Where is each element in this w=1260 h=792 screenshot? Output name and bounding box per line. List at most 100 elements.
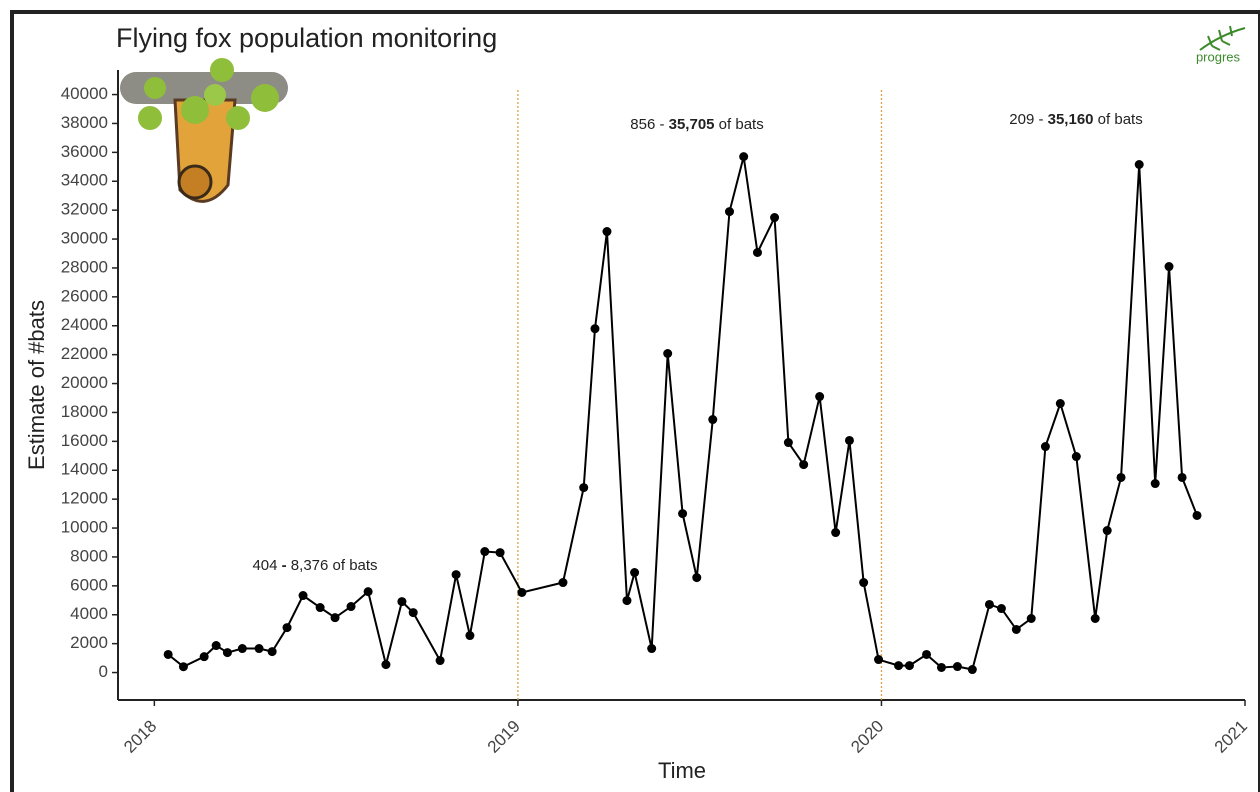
y-tick-label: 38000 xyxy=(61,113,108,132)
data-point xyxy=(282,623,292,633)
data-point xyxy=(783,438,793,448)
y-tick-label: 40000 xyxy=(61,84,108,103)
x-tick-label: 2019 xyxy=(484,717,524,757)
y-tick-label: 18000 xyxy=(61,402,108,421)
data-point xyxy=(1090,614,1100,624)
data-point xyxy=(237,644,247,654)
data-point xyxy=(1116,472,1126,482)
logo: progres xyxy=(1196,49,1241,64)
data-point xyxy=(199,652,209,662)
data-point xyxy=(967,665,977,675)
data-point xyxy=(815,392,825,402)
annotation-part: 856 - xyxy=(630,116,668,133)
data-point xyxy=(831,528,841,538)
data-point xyxy=(678,509,688,519)
annotation-part: 35,705 xyxy=(669,116,715,133)
x-tick-label: 2021 xyxy=(1211,717,1251,757)
x-axis-label: Time xyxy=(658,758,706,783)
data-point xyxy=(1177,472,1187,482)
y-tick-label: 10000 xyxy=(61,518,108,537)
y-tick-label: 20000 xyxy=(61,373,108,392)
data-point xyxy=(590,324,600,334)
data-point xyxy=(739,152,749,162)
data-point xyxy=(922,649,932,659)
data-point xyxy=(363,587,373,597)
data-point xyxy=(602,227,612,237)
data-point xyxy=(724,207,734,217)
y-tick-label: 22000 xyxy=(61,344,108,363)
data-point xyxy=(315,603,325,613)
data-point xyxy=(752,247,762,257)
y-tick-label: 28000 xyxy=(61,257,108,276)
y-tick-label: 32000 xyxy=(61,200,108,219)
data-point xyxy=(692,573,702,583)
data-point xyxy=(517,587,527,597)
data-point xyxy=(178,662,188,672)
series-line xyxy=(167,156,1198,671)
data-point xyxy=(622,596,632,606)
annotation: 209 - 35,160 of bats xyxy=(1009,111,1142,128)
data-point xyxy=(397,597,407,607)
data-point xyxy=(844,435,854,445)
data-point xyxy=(1150,479,1160,489)
data-point xyxy=(996,604,1006,614)
annotation-part: of bats xyxy=(715,116,764,133)
y-tick-label: 4000 xyxy=(70,604,108,623)
y-tick-label: 24000 xyxy=(61,315,108,334)
bat-illustration xyxy=(120,58,288,203)
data-point xyxy=(936,662,946,672)
annotation-part: 35,160 xyxy=(1048,111,1094,128)
annotation: 404 - 8,376 of bats xyxy=(252,557,377,574)
y-tick-label: 6000 xyxy=(70,575,108,594)
y-tick-label: 0 xyxy=(99,662,108,681)
y-tick-label: 14000 xyxy=(61,460,108,479)
data-point xyxy=(1192,510,1202,520)
y-tick-label: 8000 xyxy=(70,546,108,565)
annotation-part: of bats xyxy=(1094,111,1143,128)
y-tick-label: 16000 xyxy=(61,431,108,450)
data-point xyxy=(1102,526,1112,536)
data-point xyxy=(381,660,391,670)
data-point xyxy=(480,547,490,557)
data-point xyxy=(904,661,914,671)
data-point xyxy=(984,599,994,609)
data-point xyxy=(211,641,221,651)
y-tick-label: 36000 xyxy=(61,142,108,161)
data-point xyxy=(222,648,232,658)
annotation-part: 8,376 of bats xyxy=(287,557,378,574)
data-point xyxy=(799,460,809,470)
data-point xyxy=(408,608,418,618)
data-point xyxy=(647,644,657,654)
data-point xyxy=(952,662,962,672)
y-axis-label: Estimate of #bats xyxy=(24,300,49,470)
data-point xyxy=(1026,614,1036,624)
data-point xyxy=(298,591,308,601)
x-tick-label: 2018 xyxy=(120,717,160,757)
frame xyxy=(10,10,1260,792)
data-point xyxy=(558,578,568,588)
data-point xyxy=(1040,442,1050,452)
data-point xyxy=(267,647,277,657)
annotation: 856 - 35,705 of bats xyxy=(630,116,763,133)
data-point xyxy=(1011,624,1021,634)
data-point xyxy=(1164,262,1174,272)
data-point xyxy=(435,656,445,666)
data-point xyxy=(859,578,869,588)
data-point xyxy=(1055,398,1065,408)
data-point xyxy=(495,548,505,558)
annotation-part: 209 - xyxy=(1009,111,1047,128)
chart-title: Flying fox population monitoring xyxy=(116,23,497,53)
y-tick-label: 12000 xyxy=(61,489,108,508)
data-point xyxy=(708,415,718,425)
data-point xyxy=(579,483,589,493)
data-point xyxy=(894,661,904,671)
annotation-part: - xyxy=(282,557,287,574)
data-point xyxy=(163,649,173,659)
data-point xyxy=(1134,160,1144,169)
y-tick-label: 34000 xyxy=(61,171,108,190)
y-tick-label: 30000 xyxy=(61,229,108,248)
y-tick-label: 2000 xyxy=(70,633,108,652)
data-point xyxy=(770,213,780,223)
